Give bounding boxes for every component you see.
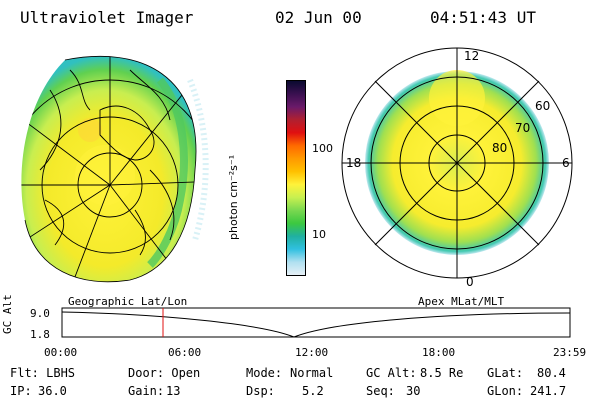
altitude-track-plot [61, 307, 571, 338]
colorbar-tick-100: 100 [312, 142, 333, 155]
mlat-label-70: 70 [515, 121, 530, 135]
gcalt-value: 8.5 Re [420, 366, 464, 380]
time-tick-0000: 00:00 [44, 346, 78, 359]
observation-date: 02 Jun 00 [275, 8, 362, 27]
dsp-value: 5.2 [302, 384, 324, 398]
right-map-caption: Apex MLat/MLT [418, 295, 505, 308]
gain-value: 13 [166, 384, 181, 398]
left-grid [21, 56, 197, 282]
intensity-colorbar [286, 80, 306, 276]
alt-tick-high: 9.0 [30, 307, 50, 320]
time-tick-0600: 06:00 [168, 346, 202, 359]
mlt-label-12: 12 [464, 49, 479, 63]
glon-label: GLon: [487, 384, 524, 398]
colorbar-tick-10: 10 [312, 228, 326, 241]
instrument-title: Ultraviolet Imager [20, 8, 194, 27]
geographic-map [21, 56, 209, 283]
mode-value: Normal [290, 366, 334, 380]
mlat-label-60: 60 [535, 99, 550, 113]
left-map-outline [24, 56, 197, 283]
glon-value: 241.7 [530, 384, 567, 398]
filter-readout: Flt: LBHS [10, 366, 76, 380]
time-tick-1200: 12:00 [295, 346, 329, 359]
left-map-caption: Geographic Lat/Lon [68, 295, 188, 308]
left-emission-field [21, 56, 209, 282]
mode-label: Mode: [246, 366, 283, 380]
glat-value: 80.4 [537, 366, 566, 380]
mlat-label-80: 80 [492, 141, 507, 155]
ip-label: IP: [10, 384, 32, 398]
mlt-label-0: 0 [466, 275, 474, 289]
observation-time: 04:51:43 UT [430, 8, 536, 27]
door-readout: Door: Open [128, 366, 201, 380]
altitude-curve [61, 311, 571, 338]
right-grid [341, 47, 573, 279]
glat-label: GLat: [487, 366, 524, 380]
apex-magnetic-map: 12 18 6 0 60 70 80 [341, 47, 573, 289]
gcalt-label: GC Alt: [366, 366, 417, 380]
ip-value: 36.0 [38, 384, 67, 398]
mlt-label-18: 18 [346, 156, 361, 170]
time-tick-1800: 18:00 [422, 346, 456, 359]
colorbar-unit-label: photon cm⁻²s⁻¹ [227, 154, 240, 240]
mlt-label-6: 6 [562, 156, 570, 170]
alt-tick-low: 1.8 [30, 328, 50, 341]
seq-value: 30 [406, 384, 421, 398]
seq-label: Seq: [366, 384, 395, 398]
dsp-label: Dsp: [246, 384, 275, 398]
gain-label: Gain: [128, 384, 165, 398]
time-tick-2359: 23:59 [553, 346, 587, 359]
altitude-axis-label: GC Alt [1, 294, 14, 334]
